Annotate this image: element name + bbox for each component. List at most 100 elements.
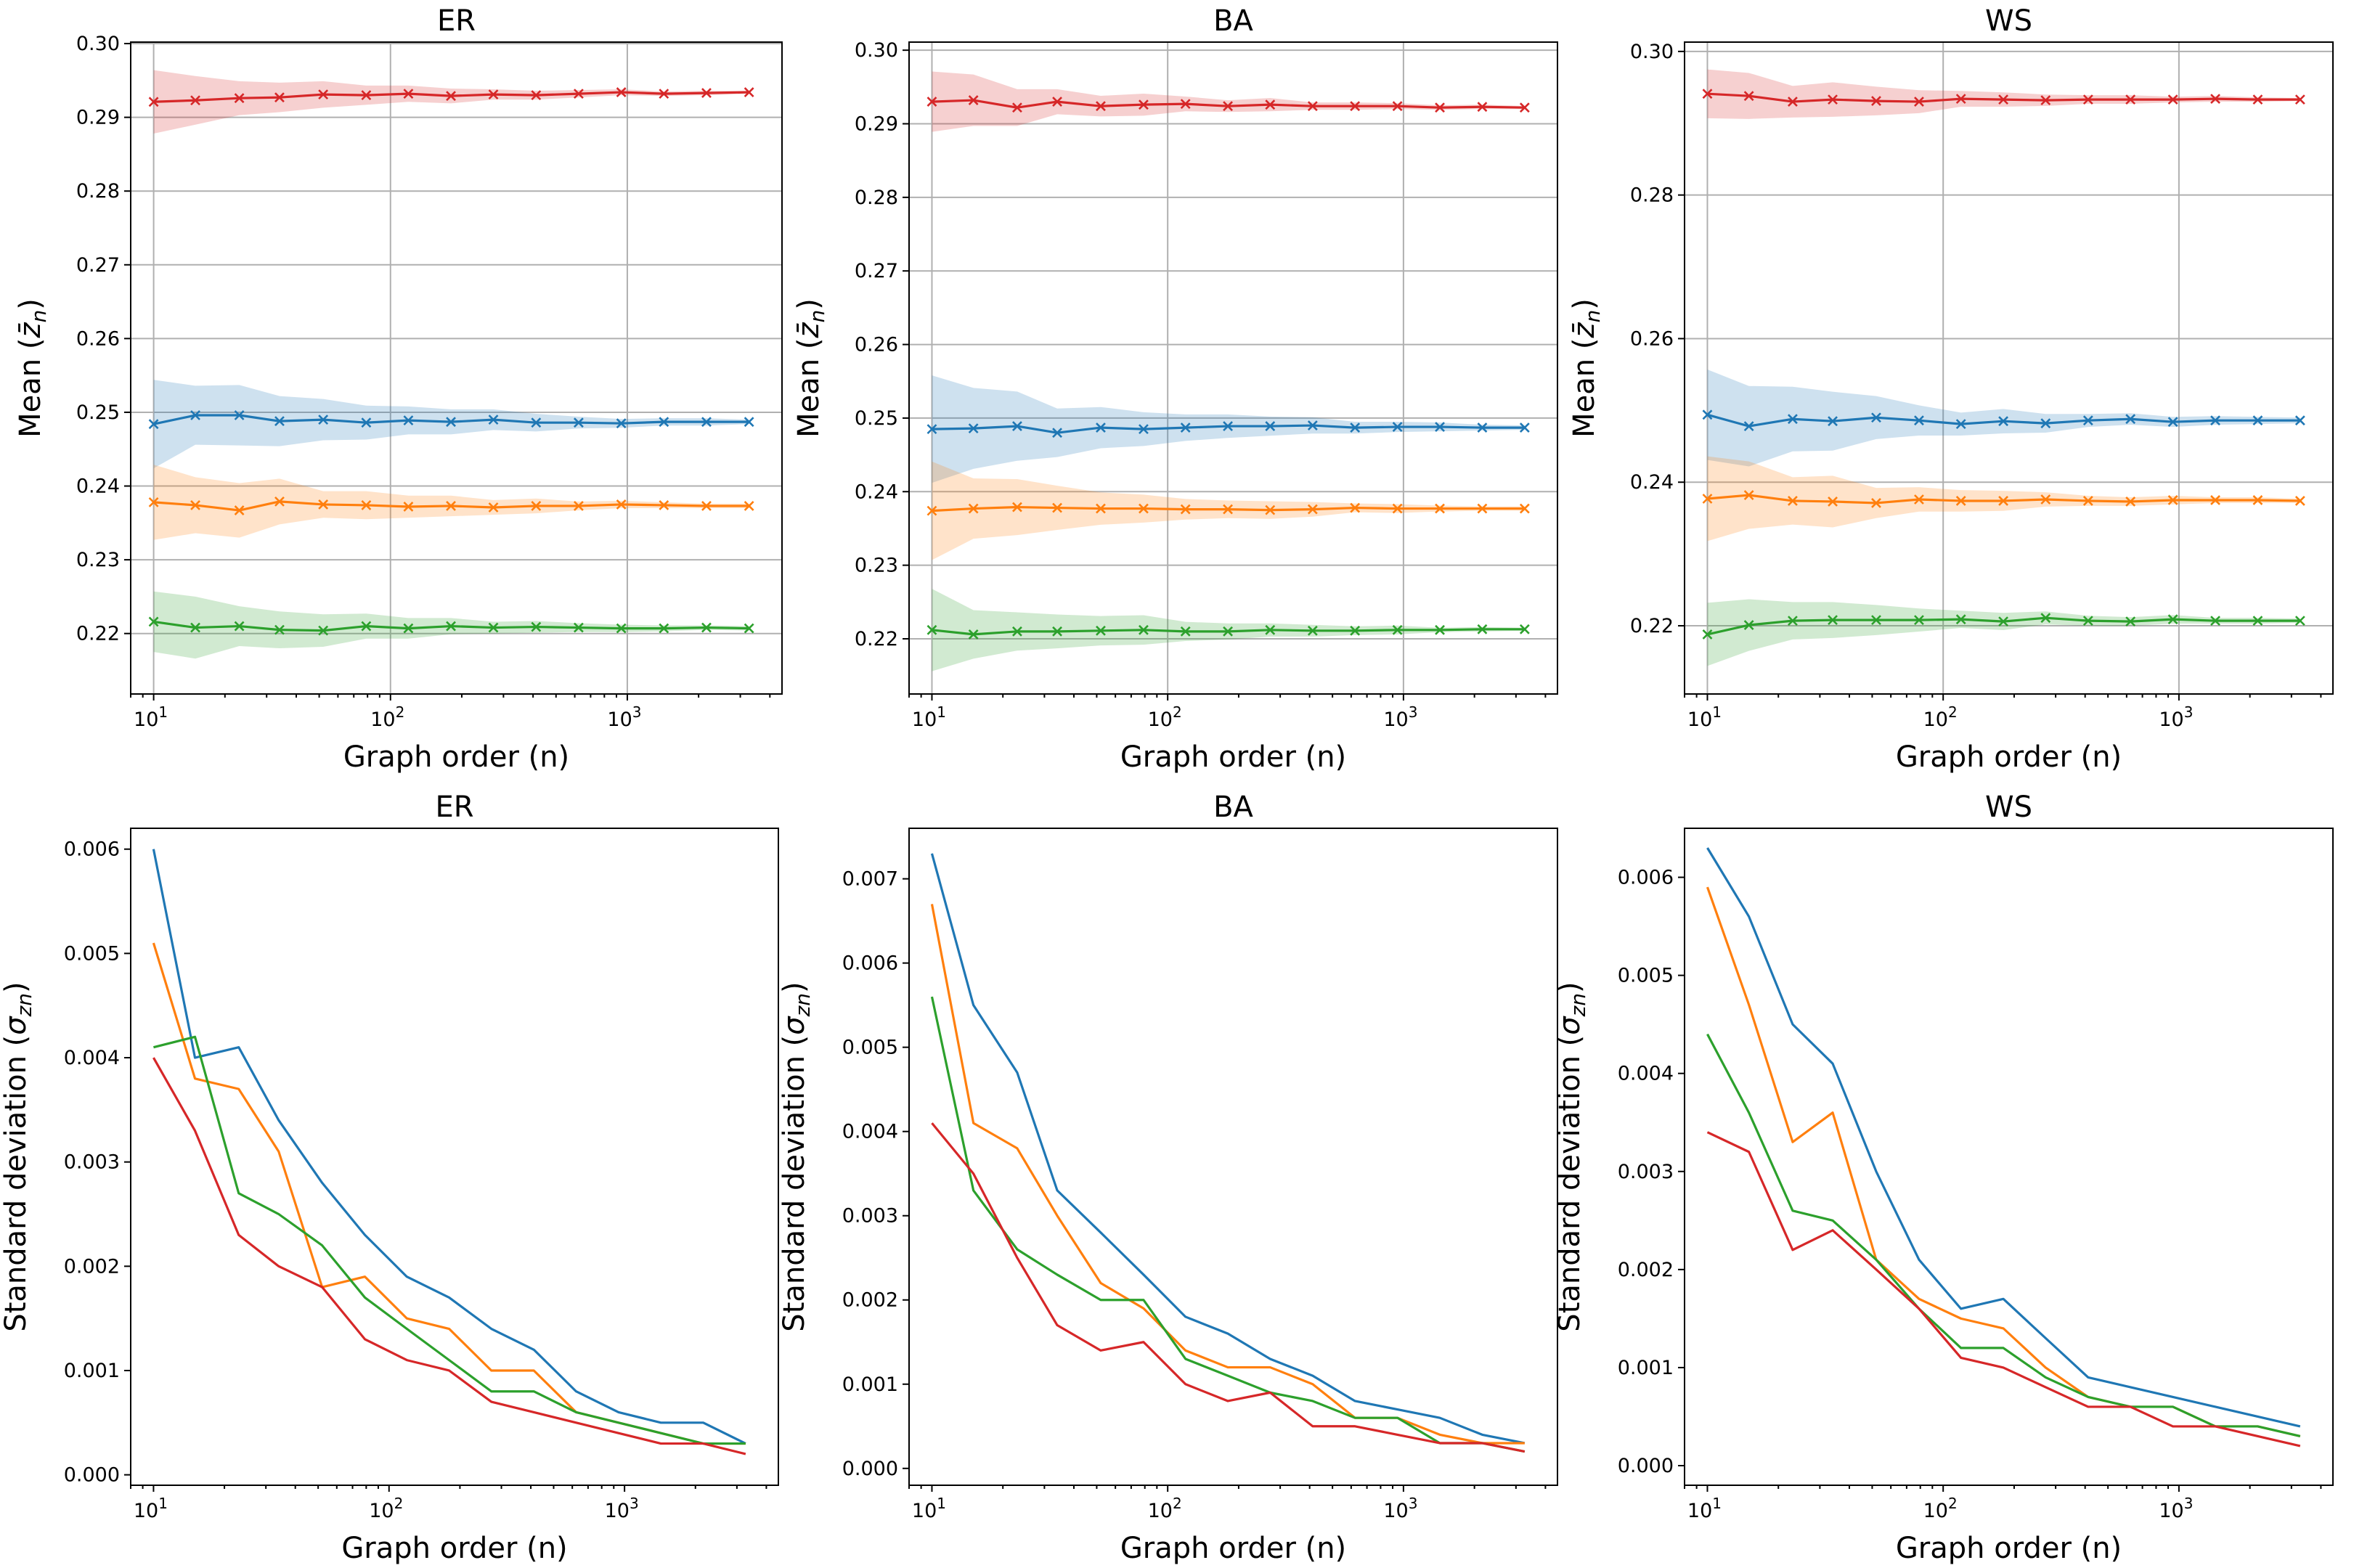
data-point-marker — [1955, 496, 1966, 506]
plot-area — [1702, 69, 2305, 666]
data-point-marker — [2125, 94, 2136, 105]
data-point-marker — [234, 410, 245, 420]
y-tick-label: 0.000 — [1618, 1455, 1674, 1477]
data-point-marker — [1350, 422, 1361, 433]
data-point-marker — [1265, 99, 1276, 110]
chart-panel: 0.22 0.23 0.24 0.25 0.26 0.27 0.28 0.29 0.30 101 1… — [14, 4, 783, 774]
data-point-marker — [488, 622, 499, 633]
data-point-marker — [1180, 504, 1191, 515]
y-tick-label: 0.28 — [1630, 184, 1674, 207]
y-tick-label: 0.30 — [76, 33, 120, 55]
data-point-marker — [1914, 615, 1924, 626]
chart-panel: 0.000 0.001 0.002 0.003 0.004 0.005 0.006 101 10… — [1553, 791, 2334, 1565]
data-point-marker — [926, 624, 937, 635]
chart-title: ER — [435, 791, 473, 824]
data-point-marker — [488, 502, 499, 513]
data-point-marker — [1096, 101, 1106, 112]
y-tick-label: 0.25 — [855, 407, 898, 430]
x-tick-label: 103 — [1383, 703, 1417, 731]
x-tick-label: 101 — [912, 1495, 946, 1522]
data-point-marker — [1743, 421, 1754, 432]
y-tick-label: 0.004 — [1618, 1063, 1674, 1085]
data-point-marker — [1477, 624, 1488, 634]
data-point-marker — [1012, 626, 1022, 637]
plot-area — [148, 70, 754, 659]
chart-title: ER — [437, 4, 476, 38]
data-point-marker — [1477, 102, 1488, 113]
data-point-marker — [2040, 95, 2051, 106]
x-tick-label: 101 — [134, 1495, 168, 1522]
data-point-marker — [1350, 625, 1361, 636]
data-point-marker — [2125, 497, 2136, 507]
data-point-marker — [1914, 415, 1924, 426]
data-point-marker — [1265, 505, 1276, 515]
y-axis-label: Mean (z̄n) — [792, 298, 829, 438]
data-point-marker — [1139, 624, 1149, 635]
data-point-marker — [1435, 102, 1445, 113]
y-tick-label: 0.30 — [1630, 41, 1674, 63]
data-point-marker — [488, 89, 499, 100]
data-point-marker — [148, 419, 159, 430]
data-point-marker — [2294, 415, 2305, 426]
data-point-marker — [1519, 503, 1530, 514]
chart-title: WS — [1985, 4, 2032, 38]
data-point-marker — [1052, 428, 1062, 438]
data-point-marker — [1350, 101, 1361, 112]
plot-area — [926, 71, 1530, 671]
data-point-marker — [1139, 503, 1149, 514]
data-point-marker — [2167, 94, 2178, 105]
data-point-marker — [1998, 496, 2008, 506]
chart-panel: 0.000 0.001 0.002 0.003 0.004 0.005 0.006 101 10… — [0, 791, 779, 1565]
series-line — [1706, 847, 2301, 1428]
data-point-marker — [1435, 422, 1445, 433]
data-point-marker — [616, 418, 627, 429]
chart-title: BA — [1213, 4, 1253, 38]
data-point-marker — [2294, 496, 2305, 506]
data-point-marker — [1828, 416, 1838, 427]
y-tick-label: 0.006 — [64, 838, 120, 861]
chart-title: BA — [1213, 791, 1253, 824]
data-point-marker — [2082, 415, 2093, 426]
data-point-marker — [1871, 615, 1881, 626]
data-point-marker — [190, 95, 200, 106]
data-point-marker — [926, 424, 937, 435]
data-point-marker — [744, 87, 754, 97]
data-point-marker — [1139, 99, 1149, 110]
data-point-marker — [403, 89, 414, 99]
data-point-marker — [1435, 624, 1445, 635]
data-point-marker — [573, 417, 584, 428]
data-point-marker — [2167, 495, 2178, 505]
y-axis-label: Mean (z̄n) — [14, 298, 51, 438]
data-point-marker — [1180, 422, 1191, 433]
x-tick-label: 102 — [1148, 1495, 1182, 1522]
data-point-marker — [1392, 503, 1403, 514]
data-point-marker — [1307, 101, 1318, 112]
data-point-marker — [1788, 496, 1798, 506]
y-tick-label: 0.25 — [76, 401, 120, 424]
data-point-marker — [926, 97, 937, 107]
y-tick-label: 0.005 — [1618, 965, 1674, 987]
y-tick-label: 0.006 — [1618, 867, 1674, 889]
data-point-marker — [531, 501, 542, 511]
data-point-marker — [2210, 94, 2220, 105]
data-point-marker — [968, 629, 979, 640]
data-point-marker — [190, 500, 200, 510]
data-point-marker — [1914, 494, 1924, 505]
data-point-marker — [701, 622, 712, 633]
data-point-marker — [1392, 624, 1403, 635]
data-point-marker — [744, 623, 754, 634]
x-tick-label: 102 — [369, 1495, 403, 1522]
y-tick-label: 0.003 — [64, 1151, 120, 1174]
data-point-marker — [1519, 102, 1530, 113]
data-point-marker — [1871, 412, 1881, 423]
data-point-marker — [1052, 97, 1062, 107]
y-tick-label: 0.27 — [76, 254, 120, 277]
data-point-marker — [2210, 616, 2220, 626]
y-tick-label: 0.23 — [76, 549, 120, 571]
y-tick-label: 0.002 — [842, 1289, 898, 1312]
x-tick-label: 103 — [607, 703, 641, 731]
x-tick-label: 103 — [605, 1495, 639, 1522]
x-tick-label: 101 — [912, 703, 946, 731]
data-point-marker — [1828, 615, 1838, 626]
y-tick-label: 0.29 — [855, 113, 898, 136]
